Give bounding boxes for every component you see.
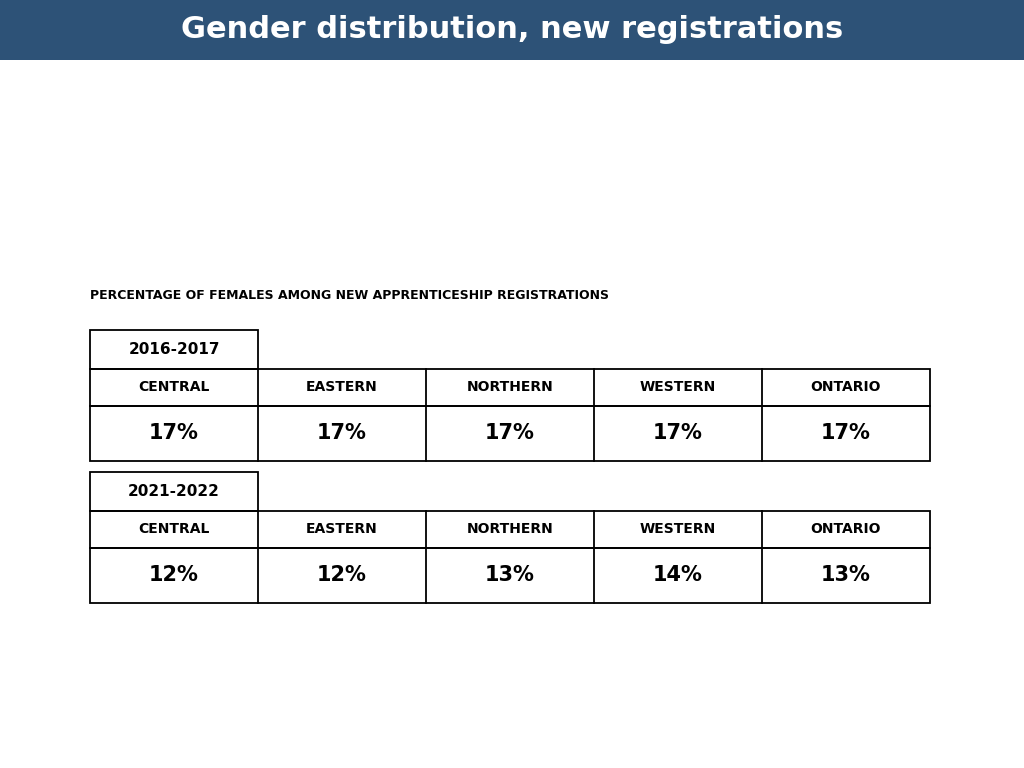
Text: EASTERN: EASTERN (306, 380, 378, 394)
Text: CENTRAL: CENTRAL (138, 380, 210, 394)
Text: NORTHERN: NORTHERN (467, 380, 553, 394)
Text: 17%: 17% (317, 423, 367, 443)
Text: ONTARIO: ONTARIO (811, 522, 881, 536)
Text: Gender distribution, new registrations: Gender distribution, new registrations (181, 15, 843, 45)
Text: 17%: 17% (821, 423, 870, 443)
Text: 17%: 17% (485, 423, 535, 443)
Text: 13%: 13% (485, 565, 535, 585)
Text: 2021-2022: 2021-2022 (128, 484, 220, 499)
Text: 13%: 13% (821, 565, 870, 585)
Text: EASTERN: EASTERN (306, 522, 378, 536)
Text: 17%: 17% (150, 423, 199, 443)
Text: 14%: 14% (653, 565, 702, 585)
Text: WESTERN: WESTERN (640, 522, 716, 536)
Text: 12%: 12% (150, 565, 199, 585)
Text: 17%: 17% (653, 423, 702, 443)
Text: 2016-2017: 2016-2017 (128, 342, 220, 357)
Text: NORTHERN: NORTHERN (467, 522, 553, 536)
Text: WESTERN: WESTERN (640, 380, 716, 394)
Text: PERCENTAGE OF FEMALES AMONG NEW APPRENTICESHIP REGISTRATIONS: PERCENTAGE OF FEMALES AMONG NEW APPRENTI… (90, 290, 609, 302)
Text: ONTARIO: ONTARIO (811, 380, 881, 394)
Text: CENTRAL: CENTRAL (138, 522, 210, 536)
Text: 12%: 12% (317, 565, 367, 585)
